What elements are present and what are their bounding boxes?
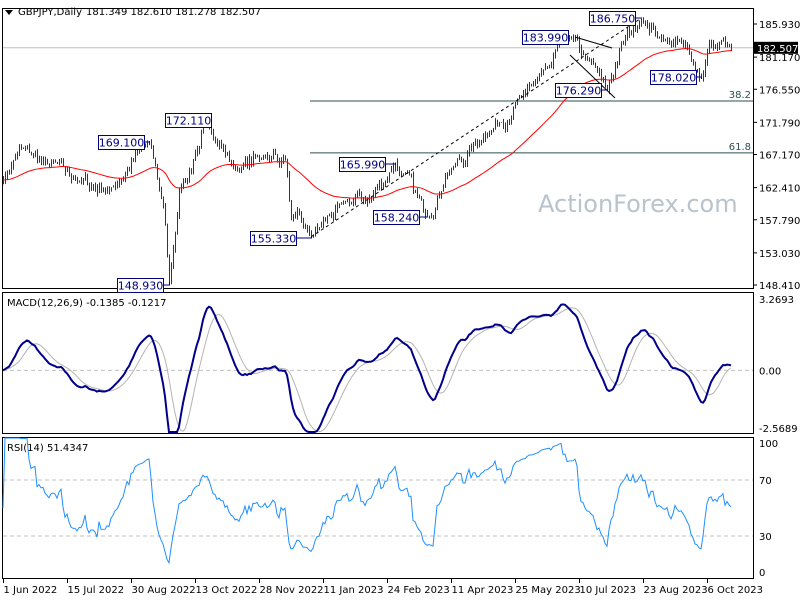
rsi-tick-label: 100 [759, 439, 778, 450]
x-tick-label: 25 May 2023 [516, 585, 581, 596]
macd-tick-label: -2.5689 [759, 424, 798, 435]
annotation-label: 169.100 [99, 137, 145, 150]
x-tick-label: 11 Apr 2023 [452, 585, 514, 596]
fibonacci-level-label: 61.8 [729, 142, 751, 153]
ohlc-values: 181.349 182.610 181.278 182.507 [86, 7, 261, 18]
y-tick-label: 171.790 [759, 118, 800, 129]
macd-tick-label: 0.00 [759, 366, 781, 377]
y-tick-label: 167.170 [759, 151, 800, 162]
annotation-label: 172.110 [166, 115, 212, 128]
x-tick-label: 28 Nov 2022 [260, 585, 324, 596]
y-tick-label: 157.790 [759, 216, 800, 227]
watermark: ActionForex.com [538, 190, 738, 218]
macd-title: MACD(12,26,9) -0.1385 -0.1217 [7, 298, 167, 309]
x-tick-label: 24 Feb 2023 [388, 585, 450, 596]
annotation-label: 148.930 [118, 280, 164, 293]
x-tick-label: 10 Jul 2023 [580, 585, 637, 596]
x-tick-label: 11 Jan 2023 [324, 585, 384, 596]
y-tick-label: 153.030 [759, 249, 800, 260]
rsi-title: RSI(14) 51.4347 [7, 443, 88, 454]
macd-tick-label: 3.2693 [759, 295, 794, 306]
y-tick-label: 148.410 [759, 281, 800, 292]
annotation-label: 183.990 [523, 32, 569, 45]
y-tick-label: 176.550 [759, 85, 800, 96]
annotation-label: 178.020 [651, 72, 697, 85]
y-tick-label: 185.930 [759, 20, 800, 31]
x-tick-label: 6 Oct 2023 [708, 585, 763, 596]
current-price-label: 182.507 [757, 44, 798, 55]
x-tick-label: 23 Aug 2023 [644, 585, 708, 596]
fibonacci-level-label: 38.2 [729, 90, 751, 101]
annotation-label: 155.330 [251, 233, 297, 246]
header: GBPJPY,Daily 181.349 182.610 181.278 182… [5, 7, 261, 18]
annotation-label: 165.990 [340, 159, 386, 172]
annotation-label: 176.290 [556, 85, 602, 98]
annotation-label: 186.750 [590, 13, 636, 26]
y-tick-label: 162.410 [759, 184, 800, 195]
annotation-label: 158.240 [374, 212, 420, 225]
rsi-tick-label: 0 [759, 568, 765, 579]
x-tick-label: 15 Jul 2022 [68, 585, 125, 596]
x-tick-label: 30 Aug 2022 [132, 585, 196, 596]
x-tick-label: 1 Jun 2022 [4, 585, 58, 596]
rsi-tick-label: 70 [759, 476, 772, 487]
x-tick-label: 13 Oct 2022 [196, 585, 258, 596]
rsi-tick-label: 30 [759, 532, 772, 543]
symbol-label: GBPJPY,Daily [18, 7, 82, 18]
